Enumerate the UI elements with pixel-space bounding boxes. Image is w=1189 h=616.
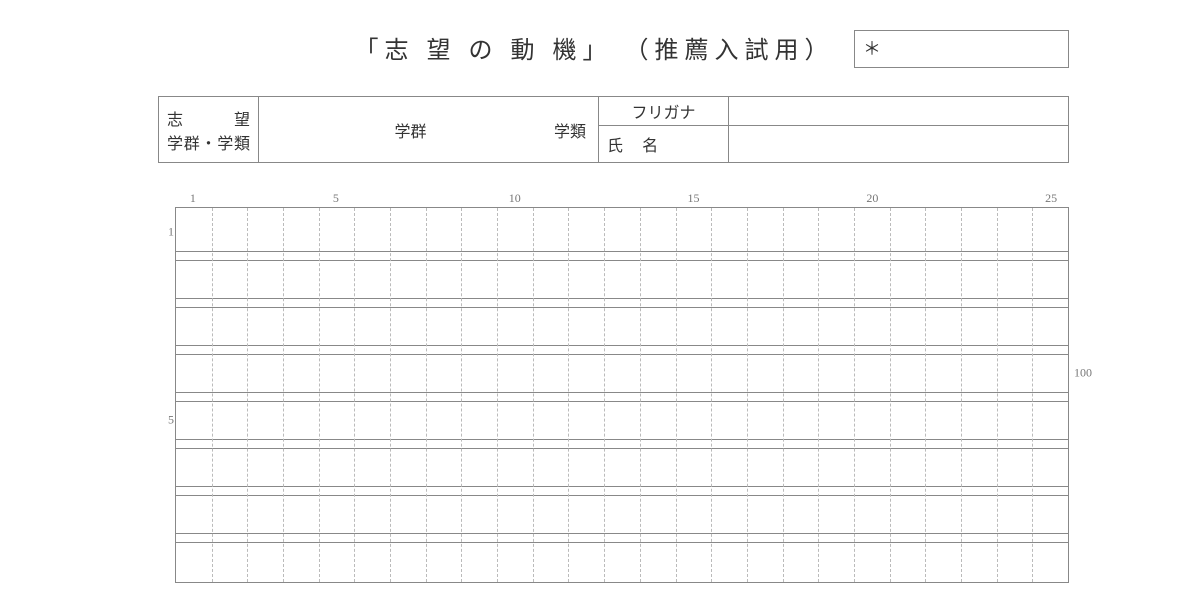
- writing-grid-wrap: 1510152025 15 100: [175, 191, 1069, 583]
- label-furigana: フリガナ: [599, 97, 729, 126]
- row-numbers: 15: [158, 208, 174, 584]
- field-name[interactable]: [729, 126, 1069, 163]
- col-number: 25: [1045, 191, 1057, 206]
- col-number: 5: [333, 191, 339, 206]
- char-count-marker: 100: [1074, 365, 1092, 380]
- label-gakugun: 学群: [267, 118, 554, 142]
- title-row: 「志 望 の 動 機」 （推薦入試用） ＊: [0, 30, 1189, 80]
- field-furigana[interactable]: [729, 97, 1069, 126]
- header-table: 志 望 学群・学類 学群 学類 フリガナ 氏 名: [158, 96, 1069, 163]
- row-number: 1: [168, 224, 174, 239]
- row-number: 5: [168, 412, 174, 427]
- page: 「志 望 の 動 機」 （推薦入試用） ＊ 志 望 学群・学類 学群: [0, 0, 1189, 616]
- form-title: 「志 望 の 動 機」 （推薦入試用）: [355, 30, 835, 65]
- title-main: 「志 望 の 動 機」: [355, 38, 613, 64]
- label-desired-program: 志 望 学群・学類: [159, 97, 259, 163]
- asterisk-box: ＊: [854, 30, 1069, 68]
- column-numbers: 1510152025: [175, 191, 1069, 207]
- field-program[interactable]: 学群 学類: [259, 97, 599, 163]
- col-number: 10: [509, 191, 521, 206]
- label-gakurui: 学類: [554, 118, 590, 142]
- writing-grid[interactable]: 15 100: [175, 207, 1069, 583]
- col-number: 20: [866, 191, 878, 206]
- title-sub: （推薦入試用）: [625, 38, 835, 64]
- col-number: 15: [688, 191, 700, 206]
- label-name: 氏 名: [599, 126, 729, 163]
- label-desired-line1: 志 望: [167, 106, 250, 130]
- label-desired-line2: 学群・学類: [167, 130, 250, 154]
- col-number: 1: [190, 191, 196, 206]
- header-table-wrap: 志 望 学群・学類 学群 学類 フリガナ 氏 名: [0, 96, 1189, 163]
